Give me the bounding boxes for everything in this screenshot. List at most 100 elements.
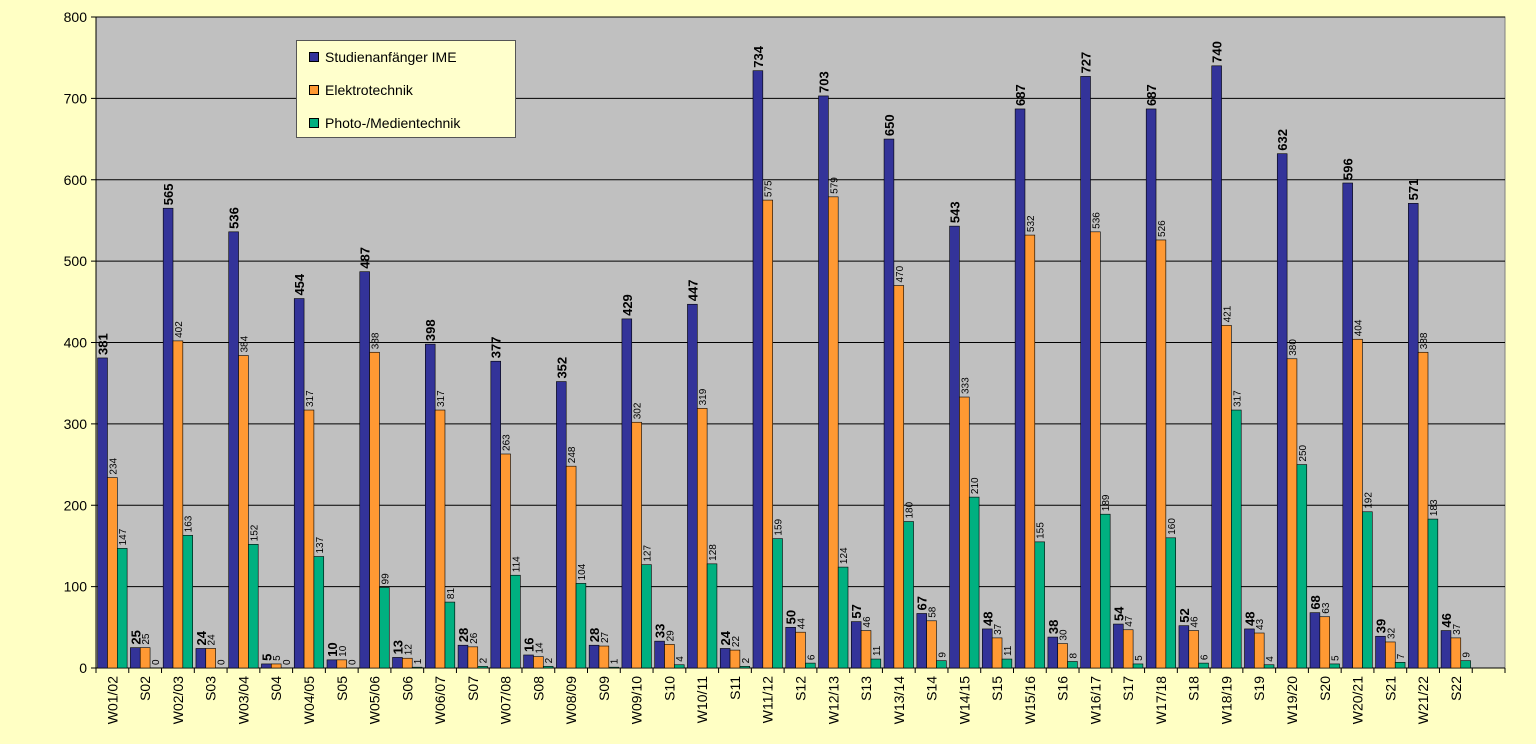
data-label: 39 — [1373, 619, 1388, 633]
x-tick-label: W17/18 — [1153, 676, 1169, 724]
data-label: 29 — [665, 630, 676, 642]
data-label: 536 — [1091, 212, 1102, 229]
bar — [706, 563, 718, 669]
data-label: 12 — [403, 644, 414, 656]
bar — [467, 646, 479, 669]
data-label: 128 — [708, 544, 719, 561]
data-label: 532 — [1026, 215, 1037, 232]
data-label: 429 — [620, 294, 635, 316]
data-label: 104 — [577, 563, 588, 580]
bar — [870, 658, 882, 669]
legend-item-elektrotechnik: Elektrotechnik — [309, 80, 413, 100]
bar — [631, 421, 642, 669]
bar — [1221, 325, 1232, 669]
data-label: 0 — [217, 659, 228, 665]
data-label: 571 — [1406, 179, 1421, 201]
data-label: 575 — [764, 180, 775, 197]
x-tick-label: S03 — [203, 676, 219, 701]
data-label: 147 — [118, 528, 129, 545]
x-tick-label: W09/10 — [629, 676, 645, 724]
bar — [1001, 658, 1013, 669]
data-label: 352 — [554, 357, 569, 379]
bar — [818, 95, 829, 669]
x-tick-label: W11/12 — [760, 676, 776, 723]
data-label: 52 — [1177, 608, 1192, 622]
data-label: 596 — [1341, 158, 1356, 180]
bar — [425, 343, 436, 669]
data-label: 24 — [207, 634, 218, 646]
bar — [641, 564, 652, 669]
bar — [982, 628, 993, 669]
y-tick-label: 500 — [64, 253, 88, 269]
data-label: 46 — [1190, 616, 1201, 628]
bar — [500, 453, 511, 669]
data-label: 10 — [338, 645, 349, 657]
data-label: 740 — [1210, 41, 1225, 63]
bar — [916, 613, 927, 669]
bar — [542, 666, 554, 669]
bar — [1408, 203, 1419, 669]
x-tick-label: W20/21 — [1350, 676, 1366, 724]
y-tick-label: 800 — [64, 9, 88, 25]
bar — [654, 640, 665, 669]
bar — [402, 657, 413, 669]
bar — [1024, 234, 1036, 669]
data-label: 2 — [544, 657, 555, 663]
bar — [575, 583, 587, 669]
bar — [664, 644, 675, 669]
data-label: 381 — [96, 333, 111, 355]
data-label: 50 — [784, 610, 799, 624]
legend-label-medientechnik: Photo-/Medientechnik — [325, 115, 461, 131]
bar — [1417, 351, 1429, 669]
bar — [687, 303, 698, 669]
data-label: 58 — [928, 606, 939, 618]
bar — [1100, 513, 1111, 669]
x-tick-label: S17 — [1120, 676, 1136, 701]
legend-swatch-medientechnik — [309, 118, 319, 128]
y-tick-label: 100 — [64, 579, 88, 595]
bar — [477, 666, 488, 669]
legend-label-elektrotechnik: Elektrotechnik — [325, 82, 413, 98]
x-tick-label: S22 — [1448, 676, 1464, 701]
data-label: 32 — [1386, 627, 1397, 639]
bar — [1178, 625, 1190, 669]
bar — [238, 355, 249, 669]
x-tick-label: W13/14 — [891, 676, 907, 724]
data-label: 44 — [797, 618, 808, 630]
bar — [1460, 660, 1471, 669]
bar — [326, 659, 338, 669]
x-tick-label: W19/20 — [1284, 676, 1300, 724]
x-tick-label: W14/15 — [956, 676, 972, 724]
data-label: 10 — [325, 642, 340, 656]
bar — [598, 645, 610, 669]
data-label: 380 — [1288, 339, 1299, 356]
bar — [1034, 541, 1045, 669]
x-tick-label: W01/02 — [104, 676, 120, 724]
data-label: 470 — [895, 265, 906, 282]
bar — [1155, 239, 1167, 669]
data-label: 302 — [633, 402, 644, 419]
data-label: 317 — [1232, 390, 1243, 407]
bar — [893, 285, 905, 669]
bar — [719, 648, 731, 669]
bar — [936, 660, 947, 669]
x-tick-label: S08 — [530, 676, 546, 701]
data-label: 9 — [1462, 652, 1473, 658]
data-label: 24 — [194, 630, 209, 645]
bar — [1057, 643, 1068, 669]
data-label: 57 — [849, 604, 864, 618]
data-label: 81 — [446, 588, 457, 600]
x-tick-label: W02/03 — [170, 676, 186, 724]
x-tick-label: W12/13 — [825, 676, 841, 724]
data-label: 650 — [882, 114, 897, 136]
bar — [139, 647, 151, 669]
bar — [828, 196, 839, 669]
data-label: 487 — [358, 247, 373, 269]
data-label: 632 — [1275, 129, 1290, 151]
x-tick-label: S18 — [1186, 676, 1202, 701]
bar — [533, 656, 544, 669]
bar — [130, 647, 141, 669]
data-label: 159 — [774, 518, 785, 535]
data-label: 25 — [141, 633, 152, 645]
data-label: 155 — [1036, 522, 1047, 539]
